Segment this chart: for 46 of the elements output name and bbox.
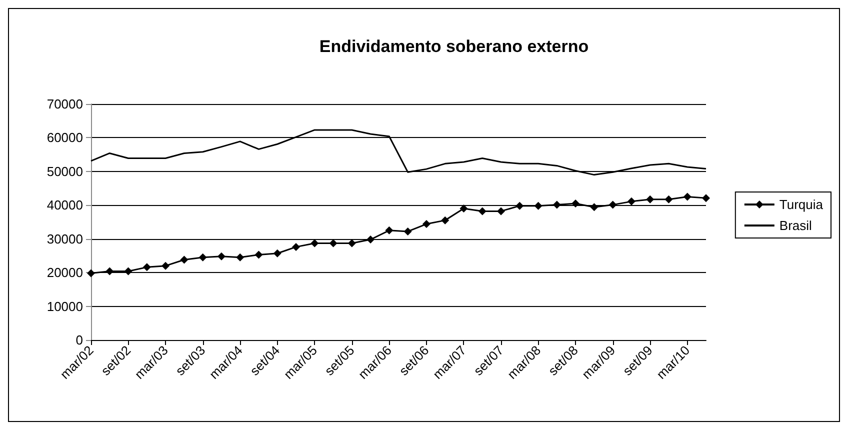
- point: [366, 236, 375, 244]
- point: [590, 203, 598, 212]
- point: [664, 195, 673, 204]
- point: [236, 253, 244, 262]
- point: [460, 204, 468, 213]
- point: [572, 199, 580, 208]
- point: [142, 263, 151, 272]
- point: [87, 269, 95, 278]
- point: [217, 252, 226, 260]
- point: [124, 267, 132, 276]
- point: [516, 202, 524, 210]
- point: [422, 220, 430, 228]
- y-tick-label: 40000: [46, 198, 83, 213]
- point: [683, 192, 692, 201]
- point: [702, 194, 710, 202]
- point: [608, 200, 617, 209]
- point: [627, 197, 636, 206]
- point: [162, 262, 170, 270]
- point: [534, 202, 542, 210]
- point: [348, 239, 356, 248]
- point: [497, 207, 505, 216]
- point: [329, 239, 338, 248]
- point: [273, 249, 282, 258]
- point: [552, 200, 561, 209]
- y-tick-label: 60000: [46, 130, 83, 146]
- point: [254, 250, 263, 259]
- point: [441, 216, 450, 224]
- point: [478, 207, 486, 216]
- point: [404, 227, 412, 236]
- point: [106, 267, 114, 276]
- point: [180, 256, 188, 264]
- line-series: [90, 129, 707, 176]
- point: [385, 226, 394, 234]
- point: [292, 242, 300, 251]
- legend-label: Brasil: [779, 218, 812, 233]
- point: [646, 195, 654, 204]
- y-tick-label: 70000: [46, 96, 83, 112]
- chart-title: Endividamento soberano externo: [319, 37, 589, 56]
- point: [310, 239, 319, 248]
- y-tick-label: 20000: [46, 265, 83, 280]
- y-tick-label: 10000: [46, 298, 83, 314]
- y-tick-label: 30000: [46, 231, 83, 246]
- y-tick-label: 0: [76, 332, 83, 348]
- legend-label: Turquia: [779, 197, 824, 212]
- y-tick-label: 50000: [46, 164, 83, 179]
- point: [198, 253, 207, 262]
